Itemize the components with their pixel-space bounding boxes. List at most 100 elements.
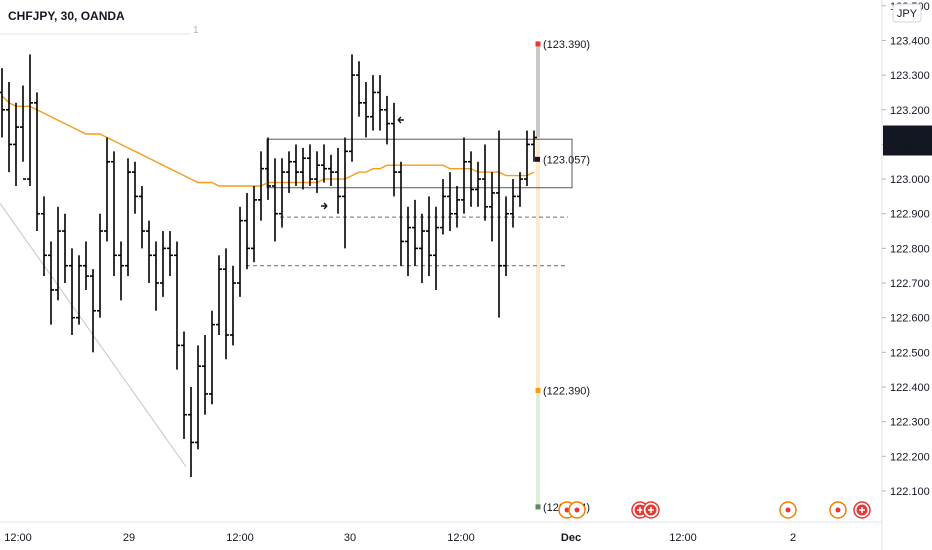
ohlc-bar [503, 196, 509, 277]
ohlc-bar [69, 248, 75, 336]
position-target-zone[interactable] [536, 43, 540, 138]
current-price-value: 123.120 [888, 130, 928, 142]
ohlc-bar [300, 147, 306, 190]
ohlc-bar [342, 137, 348, 249]
event-dot-icon[interactable] [779, 501, 797, 519]
currency-badge[interactable] [892, 3, 922, 23]
time-axis[interactable]: 12:00 29 12:00 30 12:00 Dec 12:00 2 [4, 532, 796, 544]
ohlc-bar [391, 102, 397, 197]
ohlc-bar [0, 68, 5, 138]
symbol-title: CHFJPY, 30, OANDA [8, 9, 125, 23]
price-range-box[interactable]: (123.057) [266, 138, 590, 189]
ohlc-bar [90, 269, 96, 353]
position-entry-zone[interactable] [536, 137, 540, 391]
price-tick-label: 122.900 [890, 209, 930, 221]
event-core [574, 507, 580, 513]
ohlc-bar [426, 196, 432, 277]
event-plus-icon[interactable] [642, 501, 660, 519]
ohlc-bar [447, 172, 453, 232]
ohlc-bar [146, 220, 152, 284]
ohlc-bar [62, 213, 68, 284]
ohlc-bar [202, 335, 208, 415]
ohlc-bar [461, 137, 467, 214]
ohlc-bar [307, 144, 313, 186]
event-plus-mark [648, 507, 654, 513]
event-core [785, 507, 791, 513]
ohlc-bar [517, 172, 523, 207]
ohlc-bar [384, 95, 390, 145]
entry-handle[interactable] [535, 387, 541, 393]
ohlc-bar [405, 206, 411, 277]
ohlc-bar [188, 386, 194, 478]
ohlc-bars [0, 54, 537, 478]
ohlc-bar [377, 75, 383, 131]
ohlc-bar [510, 179, 516, 228]
event-dot-icon[interactable] [568, 501, 586, 519]
price-tick-label: 122.200 [890, 451, 930, 463]
ohlc-bar [272, 158, 278, 242]
time-tick-label: Dec [561, 532, 581, 544]
ohlc-bar [83, 241, 89, 290]
ohlc-bar [160, 231, 166, 297]
ohlc-bar [531, 130, 537, 162]
ohlc-bar [265, 137, 271, 200]
ohlc-bar [475, 161, 481, 207]
position-tool[interactable]: (123.390)(122.390)(122.054) [535, 39, 591, 514]
ohlc-bar [251, 185, 257, 263]
price-tick-label: 123.300 [890, 70, 930, 82]
ohlc-bar [195, 345, 201, 450]
ohlc-bar [111, 151, 117, 277]
currency-label: JPY [897, 8, 918, 20]
ohlc-bar [440, 179, 446, 235]
price-tick-label: 123.200 [890, 105, 930, 117]
range-box-handle[interactable] [535, 156, 540, 162]
time-tick-label: 30 [344, 532, 356, 544]
ohlc-bar [489, 172, 495, 242]
ohlc-bar [118, 241, 124, 301]
price-tick-label: 122.100 [890, 486, 930, 498]
ohlc-bar [244, 192, 250, 270]
ohlc-bar [237, 206, 243, 297]
event-plus-icon[interactable] [853, 501, 871, 519]
price-tick-label: 122.600 [890, 313, 930, 325]
time-tick-label: 12:00 [4, 532, 32, 544]
ohlc-bar [328, 154, 334, 186]
event-plus-mark [637, 507, 643, 513]
ohlc-bar [48, 241, 54, 325]
ohlc-bar [412, 199, 418, 266]
price-tick-label: 122.300 [890, 417, 930, 429]
price-tick-label: 122.400 [890, 382, 930, 394]
price-tick-label: 122.700 [890, 278, 930, 290]
ohlc-bar [41, 196, 47, 277]
time-tick-label: 12:00 [669, 532, 697, 544]
legend-count: 1 [193, 25, 199, 36]
ohlc-bar [286, 151, 292, 193]
ohlc-bar [496, 130, 502, 318]
event-core [835, 507, 841, 513]
price-tick-label: 123.000 [890, 174, 930, 186]
event-dot-icon[interactable] [829, 501, 847, 519]
ohlc-bar [139, 185, 145, 249]
event-markers[interactable] [558, 501, 871, 519]
range-box-rect[interactable] [266, 138, 573, 189]
ohlc-bar [125, 158, 131, 277]
dashed-levels [246, 216, 568, 267]
target-handle[interactable] [535, 41, 541, 47]
time-tick-label: 29 [123, 532, 135, 544]
price-tick-label: 122.800 [890, 243, 930, 255]
ohlc-bar [104, 137, 110, 242]
stop-handle[interactable] [535, 504, 541, 510]
ohlc-bar [468, 151, 474, 207]
ohlc-bar [279, 158, 285, 228]
ohlc-bar [209, 310, 215, 405]
ohlc-bar [174, 241, 180, 370]
price-axis[interactable]: 123.500123.400123.300123.200123.100123.0… [882, 1, 930, 498]
ohlc-bar [34, 92, 40, 232]
price-tick-label: 122.500 [890, 347, 930, 359]
ohlc-bar [13, 102, 19, 186]
ohlc-bar [223, 248, 229, 360]
ohlc-bar [314, 151, 320, 193]
ohlc-bar [27, 54, 33, 186]
position-stop-zone[interactable] [536, 390, 540, 507]
